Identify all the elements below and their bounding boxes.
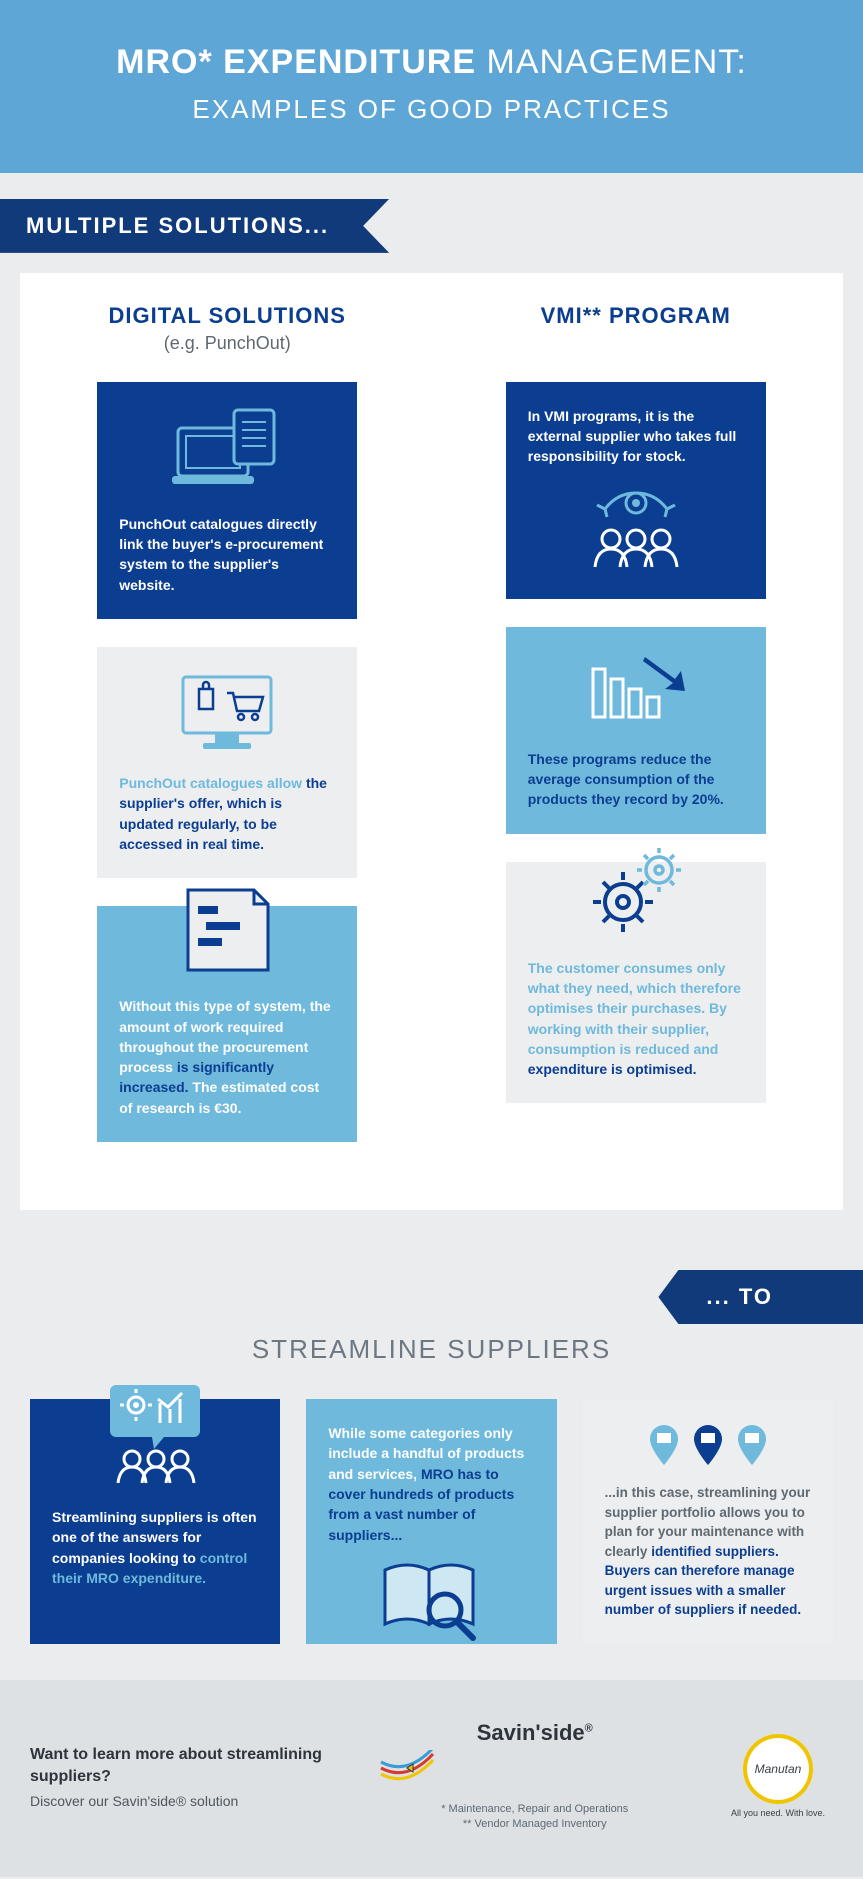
page-subtitle: EXAMPLES OF GOOD PRACTICES	[40, 94, 823, 125]
team-speech-chart-icon	[52, 1379, 258, 1489]
book-search-icon	[328, 1554, 534, 1654]
accent-text: PunchOut catalogues allow	[119, 775, 306, 791]
page-footer: Want to learn more about streamlining su…	[0, 1680, 863, 1877]
card-streamline-answer: Streamlining suppliers is often one of t…	[30, 1399, 280, 1644]
to-label: ... TO	[658, 1270, 863, 1324]
card-vmi-responsibility: In VMI programs, it is the external supp…	[506, 382, 766, 599]
column-digital-sub: (e.g. PunchOut)	[48, 333, 407, 354]
card-hundreds-products: While some categories only include a han…	[306, 1399, 556, 1644]
document-tasks-icon	[119, 882, 335, 978]
title-bold: MRO* EXPENDITURE	[116, 43, 476, 81]
chart-down-arrow-icon	[528, 651, 744, 731]
footer-question: Want to learn more about streamlining su…	[30, 1744, 347, 1789]
footer-brand-block: Savin'side® * Maintenance, Repair and Op…	[377, 1720, 694, 1833]
footer-discover: Discover our Savin'side® solution	[30, 1793, 347, 1809]
card-text: ...in this case, streamlining your suppl…	[605, 1483, 811, 1620]
card-identified-suppliers: ...in this case, streamlining your suppl…	[583, 1399, 833, 1644]
store-pins-icon	[605, 1423, 811, 1469]
card-text: These programs reduce the average consum…	[528, 749, 744, 810]
footer-cta: Want to learn more about streamlining su…	[30, 1744, 347, 1809]
card-realtime: PunchOut catalogues allow the supplier's…	[97, 647, 357, 878]
card-text: PunchOut catalogues directly link the bu…	[119, 514, 335, 595]
team-gear-icon	[528, 485, 744, 575]
page-header: MRO* EXPENDITURE MANAGEMENT: EXAMPLES OF…	[0, 0, 863, 173]
column-vmi-title: VMI** PROGRAM	[457, 303, 816, 329]
gears-icon	[528, 844, 744, 940]
section-streamline-title: STREAMLINE SUPPLIERS	[0, 1334, 863, 1365]
manutan-logo: Manutan	[743, 1734, 813, 1804]
card-text: Streamlining suppliers is often one of t…	[52, 1507, 258, 1588]
to-ribbon: ... TO	[0, 1270, 863, 1324]
column-digital: DIGITAL SOLUTIONS (e.g. PunchOut) PunchO…	[48, 303, 407, 1170]
card-text: PunchOut catalogues allow the supplier's…	[119, 773, 335, 854]
card-text: Without this type of system, the amount …	[119, 996, 335, 1118]
laptop-catalogue-icon	[119, 406, 335, 496]
section-ribbon-solutions: MULTIPLE SOLUTIONS...	[0, 199, 389, 253]
card-text: While some categories only include a han…	[328, 1423, 534, 1545]
page-title: MRO* EXPENDITURE MANAGEMENT:	[40, 40, 823, 86]
column-vmi: VMI** PROGRAM In VMI programs, it is the…	[457, 303, 816, 1170]
streamline-row: Streamlining suppliers is often one of t…	[30, 1399, 833, 1644]
solutions-panel: DIGITAL SOLUTIONS (e.g. PunchOut) PunchO…	[20, 273, 843, 1210]
footer-manutan: Manutan All you need. With love.	[723, 1734, 833, 1818]
title-rest: MANAGEMENT:	[476, 43, 747, 81]
manutan-tagline: All you need. With love.	[723, 1808, 833, 1818]
column-digital-title: DIGITAL SOLUTIONS	[48, 303, 407, 329]
card-research-cost: Without this type of system, the amount …	[97, 906, 357, 1142]
card-reduce-consumption: These programs reduce the average consum…	[506, 627, 766, 834]
savinside-logo: Savin'side®	[377, 1720, 694, 1784]
card-text: The customer consumes only what they nee…	[528, 958, 744, 1080]
monitor-cart-icon	[119, 671, 335, 755]
card-punchout-link: PunchOut catalogues directly link the bu…	[97, 382, 357, 619]
accent-text: expenditure is optimised.	[528, 1061, 697, 1077]
card-optimise-expenditure: The customer consumes only what they nee…	[506, 862, 766, 1104]
card-text: In VMI programs, it is the external supp…	[528, 406, 744, 467]
footnotes: * Maintenance, Repair and Operations ** …	[377, 1802, 694, 1833]
